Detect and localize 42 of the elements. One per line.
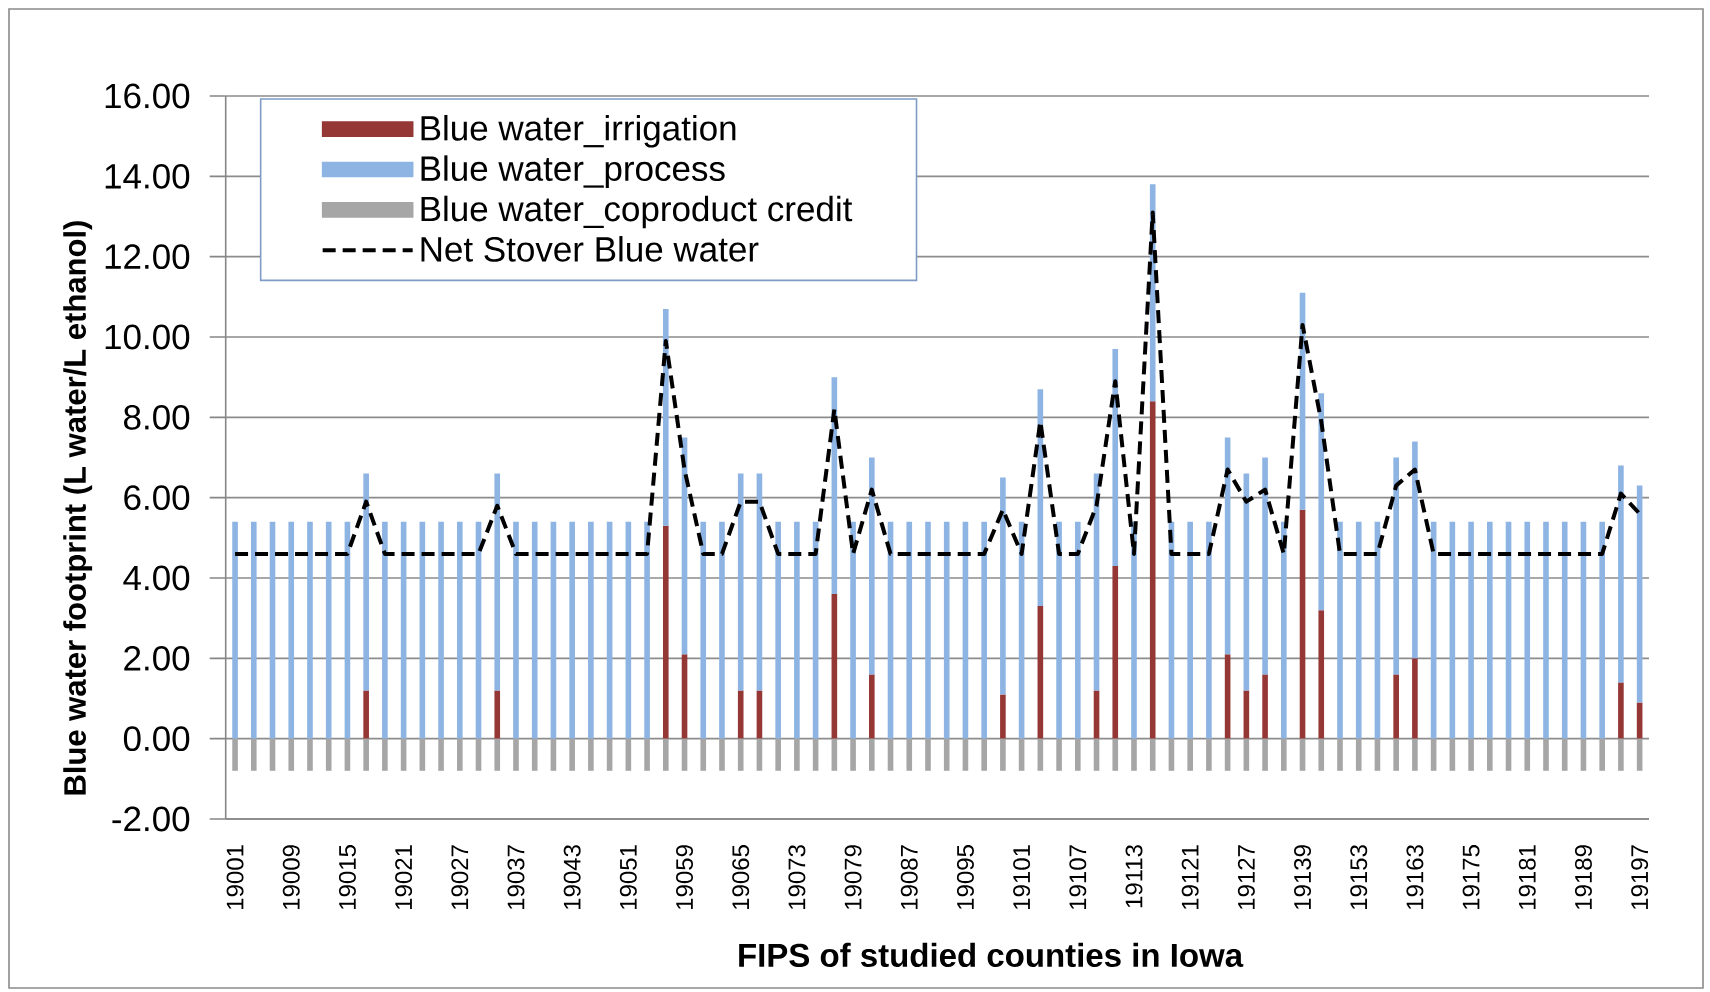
y-tick-label: 6.00 [124,485,190,511]
x-tick-label: 19015 [338,845,356,909]
x-tick-label: 19073 [788,845,806,909]
x-tick-label: 19163 [1406,845,1424,909]
x-tick-label: 19197 [1631,845,1649,909]
x-tick-label: 19051 [619,845,637,909]
y-tick-label: 0.00 [123,726,190,752]
x-tick-label: 19175 [1462,845,1480,909]
x-tick-label: 19009 [282,845,300,909]
y-tick-label: -2.00 [112,806,190,832]
x-tick-label: 19065 [732,845,750,909]
x-tick-label: 19021 [395,845,413,909]
legend-label: Blue water_irrigation [421,114,736,148]
x-tick-label: 19127 [1237,845,1255,909]
x-tick-label: 19139 [1294,845,1312,909]
y-axis-title: Blue water footprint (L water/L ethanol) [63,221,93,795]
x-tick-label: 19121 [1181,845,1199,909]
x-tick-label: 19087 [900,845,918,909]
x-tick-label: 19079 [844,845,862,909]
x-tick-label: 19037 [507,845,525,909]
legend-label: Blue water_process [421,155,725,188]
x-tick-label: 19181 [1518,845,1536,909]
legend-label: Net Stover Blue water [421,236,759,262]
y-tick-label: 12.00 [105,244,190,270]
x-tick-label: 19113 [1125,845,1143,908]
y-tick-label: 4.00 [123,565,190,591]
x-tick-label: 19153 [1350,845,1368,909]
x-tick-label: 19189 [1574,845,1592,909]
legend-label: Blue water_coproduct credit [421,195,853,229]
y-tick-label: 14.00 [105,163,190,189]
y-tick-label: 2.00 [124,645,190,671]
x-tick-label: 19001 [226,845,244,909]
x-tick-label: 19043 [563,845,581,909]
y-tick-label: 16.00 [105,83,190,109]
y-tick-label: 8.00 [124,404,190,430]
x-tick-label: 19095 [956,845,974,909]
y-tick-label: 10.00 [105,324,190,350]
x-tick-label: 19107 [1069,845,1087,909]
x-axis-title: FIPS of studied counties in Iowa [739,942,1244,968]
x-tick-label: 19027 [451,845,469,909]
x-tick-label: 19101 [1013,845,1031,909]
x-tick-label: 19059 [676,845,694,909]
